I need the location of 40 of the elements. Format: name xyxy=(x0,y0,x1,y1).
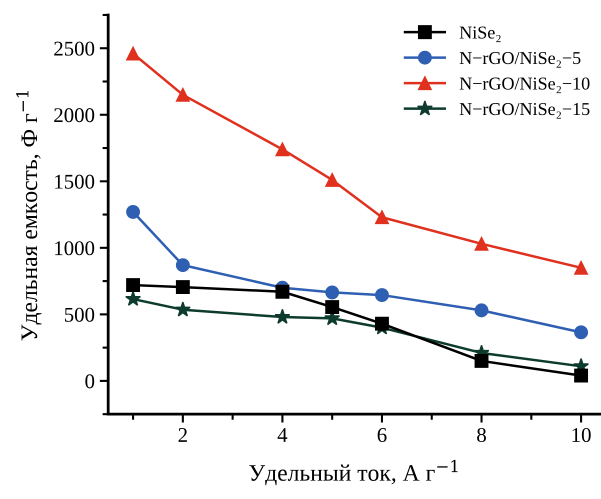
x-tick-label: 8 xyxy=(477,428,486,442)
legend-label: N−rGO/NiSe₂−10 xyxy=(460,77,590,94)
point xyxy=(325,173,340,187)
point xyxy=(176,258,190,272)
legend-label: N−rGO/NiSe₂−5 xyxy=(460,52,580,68)
point xyxy=(474,303,488,318)
x-tick-label: 4 xyxy=(278,428,288,442)
point xyxy=(174,301,191,317)
point xyxy=(375,288,389,302)
point xyxy=(574,325,588,340)
point xyxy=(275,142,290,156)
y-tick-label: 1000 xyxy=(55,241,94,256)
point xyxy=(325,300,340,314)
y-tick-label: 0 xyxy=(85,374,94,388)
point xyxy=(375,210,389,224)
point xyxy=(275,284,290,299)
x-tick-label: 10 xyxy=(572,428,591,442)
point xyxy=(375,316,389,331)
point xyxy=(574,368,588,383)
x-tick-label: 6 xyxy=(378,428,387,442)
point xyxy=(325,285,340,300)
point xyxy=(126,278,140,292)
y-tick-label: 2000 xyxy=(54,108,94,122)
y-tick-label: 1500 xyxy=(55,174,94,189)
y-tick-label: 500 xyxy=(64,308,94,322)
point xyxy=(126,204,140,219)
y-axis-title: Удельная емкость, Ф г$^{−1}$ xyxy=(16,91,42,340)
point xyxy=(474,354,488,368)
point xyxy=(125,290,142,306)
legend-label: N−rGO/NiSe₂−15 xyxy=(460,103,590,119)
y-tick-label: 2500 xyxy=(54,42,94,56)
point xyxy=(274,308,290,324)
point xyxy=(176,88,190,102)
point xyxy=(574,260,588,275)
point xyxy=(176,280,190,294)
point xyxy=(126,46,140,61)
point xyxy=(474,236,488,251)
x-axis-title: Удельный ток, А г$^{−1}$ xyxy=(249,460,458,486)
legend-label: NiSe₂ xyxy=(460,26,501,42)
x-tick-label: 2 xyxy=(178,428,187,442)
